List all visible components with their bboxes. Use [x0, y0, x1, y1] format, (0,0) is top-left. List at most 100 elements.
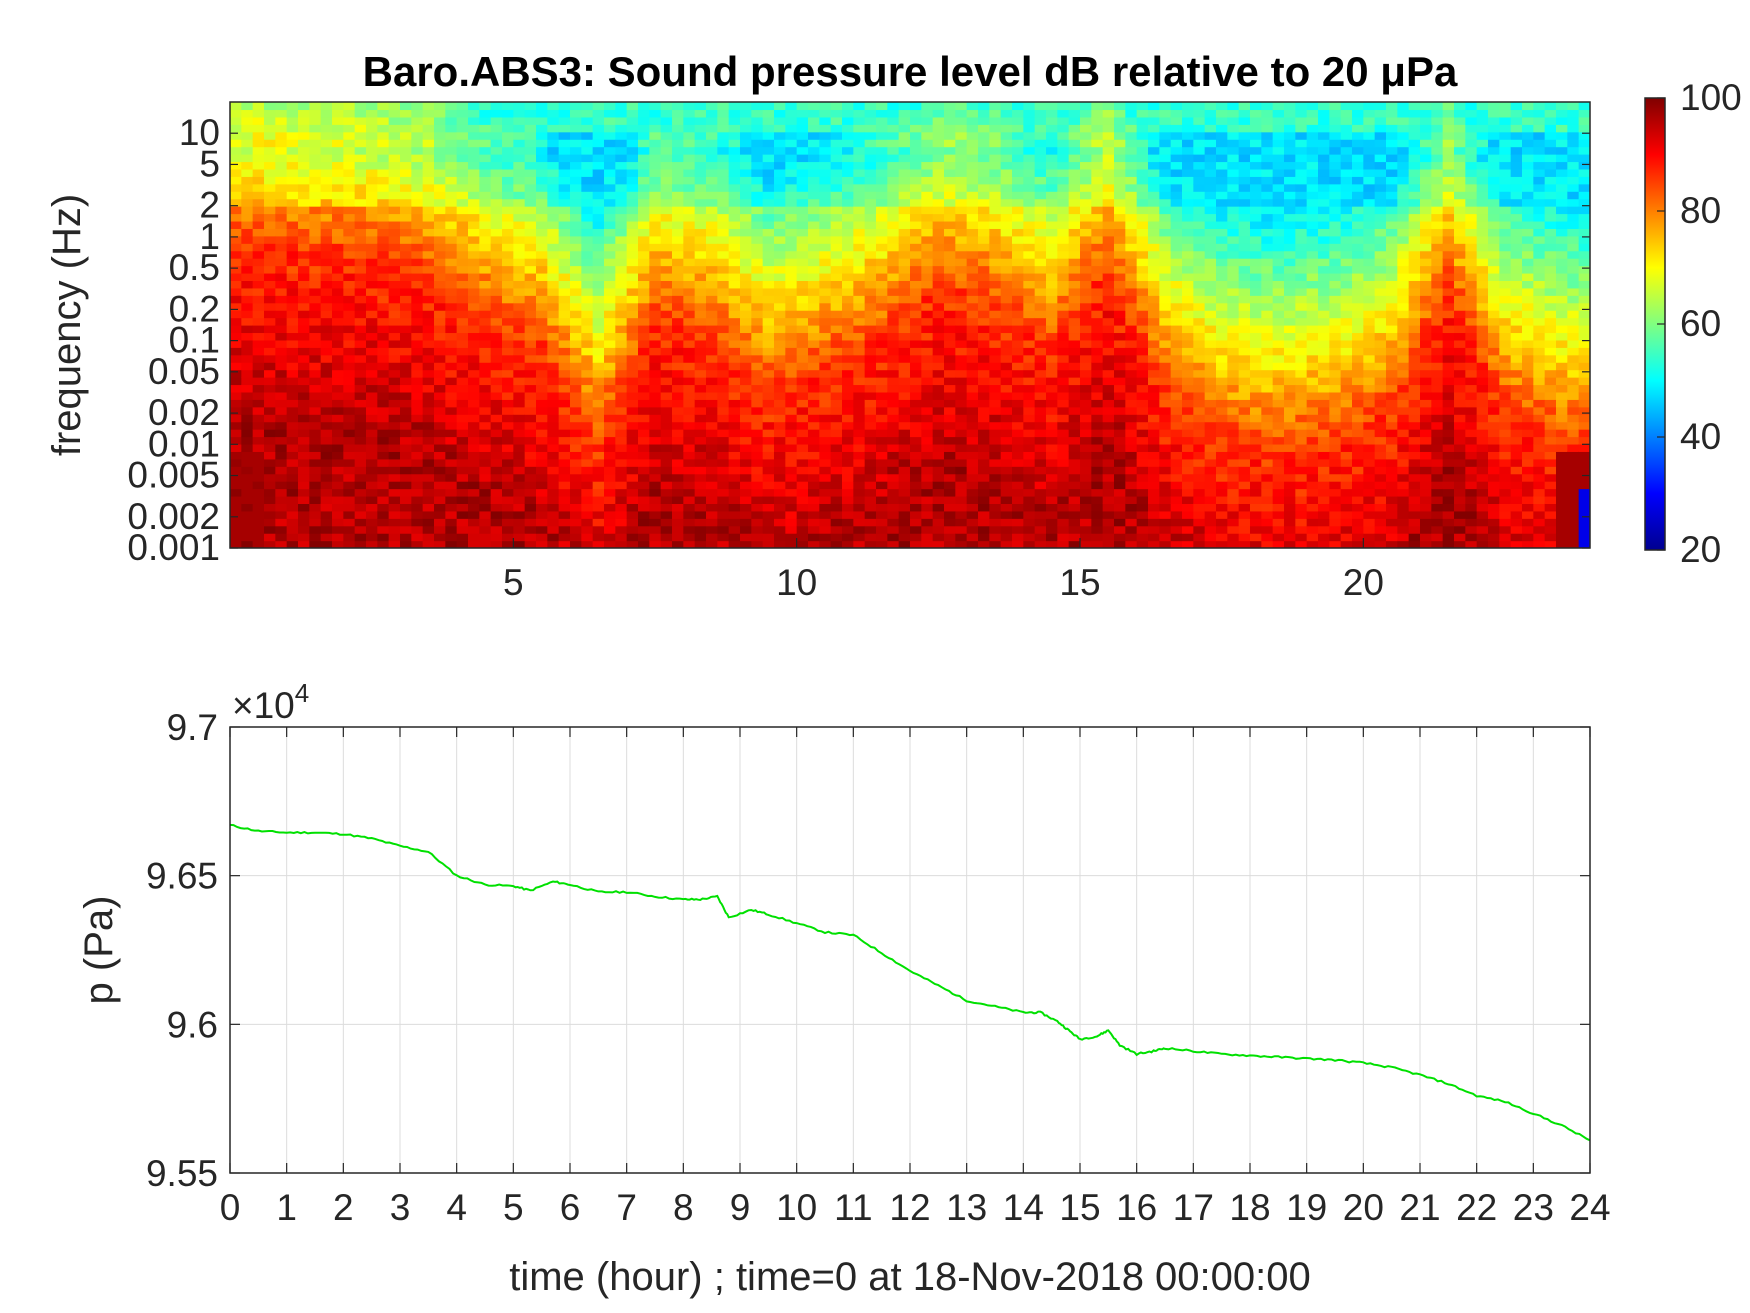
- heatmap-cell: [377, 198, 390, 207]
- heatmap-cell: [1046, 102, 1058, 111]
- heatmap-cell: [366, 287, 378, 296]
- heatmap-cell: [513, 310, 526, 319]
- heatmap-cell: [694, 102, 707, 111]
- heatmap-cell: [1057, 406, 1070, 415]
- heatmap-cell: [422, 310, 435, 319]
- heatmap-cell: [604, 443, 616, 452]
- heatmap-cell: [638, 436, 650, 445]
- heatmap-cell: [830, 146, 843, 155]
- heatmap-cell: [910, 116, 922, 125]
- heatmap-cell: [864, 421, 877, 430]
- heatmap-cell: [536, 414, 548, 423]
- heatmap-cell: [694, 495, 707, 504]
- heatmap-cell: [558, 206, 571, 215]
- heatmap-cell: [241, 272, 254, 281]
- heatmap-cell: [898, 429, 911, 438]
- heatmap-cell: [456, 280, 469, 289]
- heatmap-cell: [796, 280, 809, 289]
- heatmap-cell: [626, 168, 639, 177]
- heatmap-cell: [706, 191, 718, 200]
- heatmap-cell: [649, 429, 662, 438]
- heatmap-cell: [876, 258, 888, 267]
- heatmap-cell: [275, 116, 288, 125]
- heatmap-cell: [547, 339, 560, 348]
- heatmap-cell: [445, 176, 458, 185]
- heatmap-cell: [774, 473, 786, 482]
- heatmap-cell: [388, 124, 401, 133]
- heatmap-cell: [1012, 146, 1024, 155]
- heatmap-cell: [320, 154, 333, 163]
- heatmap-cell: [706, 414, 718, 423]
- heatmap-cell: [490, 414, 503, 423]
- heatmap-cell: [660, 243, 673, 252]
- heatmap-cell: [1023, 473, 1036, 482]
- heatmap-cell: [479, 302, 492, 311]
- heatmap-cell: [1023, 377, 1036, 386]
- heatmap-cell: [252, 414, 265, 423]
- heatmap-cell: [343, 362, 356, 371]
- heatmap-cell: [876, 131, 888, 140]
- heatmap-cell: [592, 310, 605, 319]
- heatmap-cell: [740, 339, 752, 348]
- heatmap-cell: [808, 154, 820, 163]
- heatmap-cell: [921, 533, 934, 542]
- heatmap-cell: [717, 154, 730, 163]
- heatmap-cell: [774, 391, 786, 400]
- heatmap-cell: [660, 295, 673, 304]
- heatmap-cell: [592, 243, 605, 252]
- heatmap-cell: [275, 510, 288, 519]
- heatmap-cell: [1000, 325, 1013, 334]
- heatmap-cell: [683, 235, 696, 244]
- heatmap-cell: [1125, 250, 1138, 259]
- heatmap-cell: [1046, 310, 1058, 319]
- heatmap-cell: [853, 488, 866, 497]
- heatmap-cell: [502, 481, 514, 490]
- heatmap-cell: [547, 206, 560, 215]
- heatmap-cell: [751, 116, 764, 125]
- heatmap-cell: [592, 198, 605, 207]
- heatmap-cell: [1125, 168, 1138, 177]
- heatmap-cell: [1136, 414, 1149, 423]
- heatmap-cell: [354, 347, 367, 356]
- heatmap-cell: [320, 429, 333, 438]
- heatmap-cell: [842, 466, 854, 475]
- heatmap-cell: [1023, 362, 1036, 371]
- heatmap-cell: [547, 443, 560, 452]
- heatmap-cell: [479, 146, 492, 155]
- heatmap-cell: [1114, 272, 1126, 281]
- heatmap-cell: [638, 458, 650, 467]
- heatmap-cell: [932, 220, 945, 229]
- heatmap-cell: [536, 533, 548, 542]
- heatmap-cell: [1034, 503, 1047, 512]
- heatmap-cell: [570, 473, 582, 482]
- heatmap-cell: [989, 168, 1002, 177]
- heatmap-cell: [638, 406, 650, 415]
- heatmap-cell: [479, 443, 492, 452]
- heatmap-cell: [830, 154, 843, 163]
- heatmap-cell: [1012, 235, 1024, 244]
- heatmap-cell: [694, 176, 707, 185]
- heatmap-cell: [966, 176, 979, 185]
- heatmap-cell: [966, 124, 979, 133]
- heatmap-cell: [558, 347, 571, 356]
- heatmap-cell: [1125, 377, 1138, 386]
- heatmap-cell: [1057, 280, 1070, 289]
- heatmap-cell: [1148, 399, 1160, 408]
- heatmap-cell: [853, 302, 866, 311]
- heatmap-cell: [910, 495, 922, 504]
- heatmap-cell: [309, 518, 322, 527]
- heatmap-cell: [264, 191, 276, 200]
- heatmap-cell: [332, 384, 344, 393]
- heatmap-cell: [660, 406, 673, 415]
- heatmap-cell: [411, 146, 424, 155]
- heatmap-cell: [434, 443, 446, 452]
- heatmap-cell: [1114, 362, 1126, 371]
- heatmap-cell: [524, 495, 537, 504]
- heatmap-cell: [422, 503, 435, 512]
- heatmap-cell: [241, 399, 254, 408]
- heatmap-cell: [626, 235, 639, 244]
- heatmap-cell: [842, 272, 854, 281]
- heatmap-cell: [411, 347, 424, 356]
- heatmap-cell: [252, 295, 265, 304]
- heatmap-cell: [1102, 354, 1115, 363]
